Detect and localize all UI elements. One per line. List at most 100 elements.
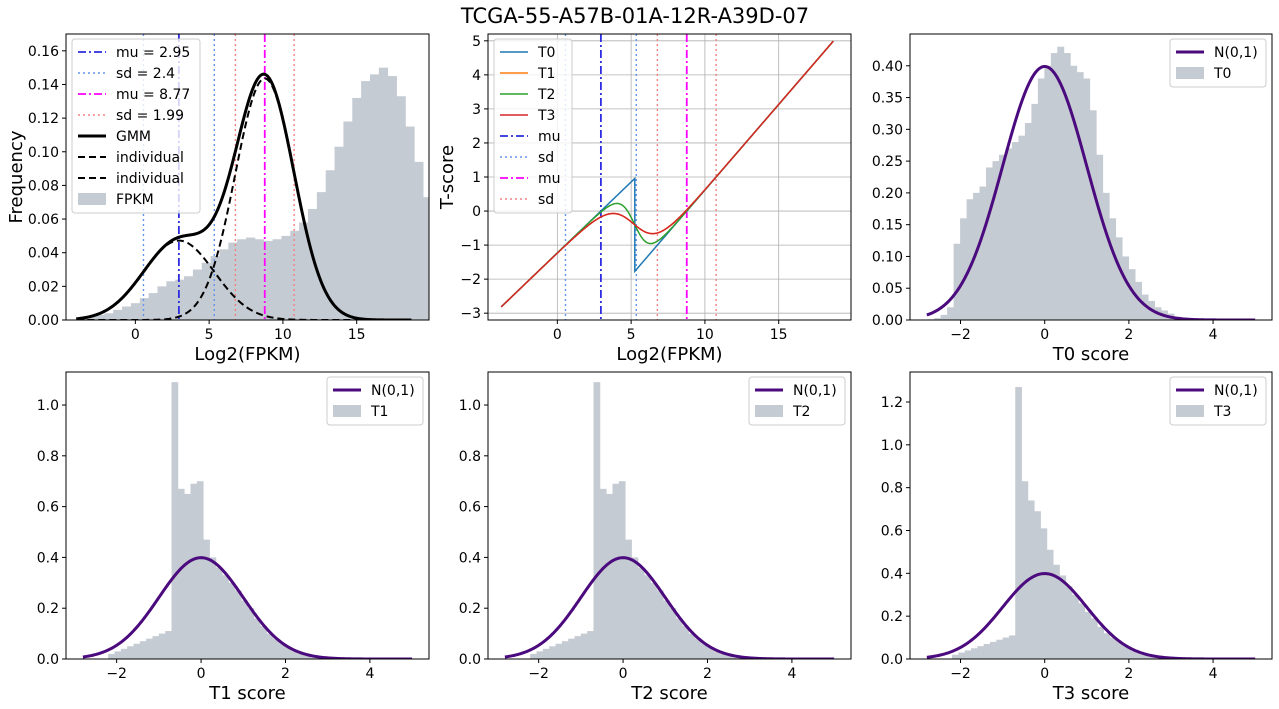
hist-bar xyxy=(656,590,664,659)
y-tick-label: 0.4 xyxy=(459,550,481,566)
x-tick-label: 0 xyxy=(131,327,140,343)
y-tick-label: −3 xyxy=(460,306,481,322)
x-tick-label: 2 xyxy=(1124,666,1133,682)
hist-bar xyxy=(707,647,715,659)
legend-label: T2 xyxy=(537,87,555,103)
hist-bar xyxy=(606,493,613,659)
legend: N(0,1) T0 xyxy=(1169,38,1267,88)
legend-label: T3 xyxy=(1213,404,1231,420)
hist-bar xyxy=(1089,110,1097,320)
legend-label: mu = 2.95 xyxy=(116,45,190,61)
hist-bar xyxy=(450,276,459,320)
y-tick-label: 1.0 xyxy=(37,398,59,414)
x-axis-label: T1 score xyxy=(208,683,286,704)
hist-bar xyxy=(561,641,569,659)
hist-bar xyxy=(966,199,974,320)
legend-label: mu = 8.77 xyxy=(116,87,190,103)
hist-bar xyxy=(1128,649,1136,659)
hist-bar xyxy=(1103,633,1111,659)
y-tick-label: 5 xyxy=(472,34,481,50)
y-tick-label: 0.0 xyxy=(881,652,903,668)
hist-bar xyxy=(1109,637,1117,659)
hist-bar xyxy=(953,243,961,320)
hist-bar xyxy=(1122,646,1130,659)
legend-label: sd xyxy=(538,150,554,166)
hist-bar xyxy=(542,648,550,659)
hist-bar xyxy=(1011,142,1019,320)
x-tick-label: 5 xyxy=(205,327,214,343)
hist-bar xyxy=(1083,78,1091,320)
y-tick-label: 0.05 xyxy=(872,281,903,297)
gmm-curve xyxy=(76,72,412,320)
x-tick-label: −2 xyxy=(528,666,549,682)
hist-bar xyxy=(1141,654,1149,659)
y-tick-label: 1.2 xyxy=(881,395,903,411)
axes-frame xyxy=(909,33,1273,321)
hist-bar xyxy=(209,557,217,659)
legend-label: N(0,1) xyxy=(793,383,837,399)
x-axis-label: T0 score xyxy=(1052,344,1130,365)
hist-bar xyxy=(549,646,556,659)
hist-bar xyxy=(281,235,291,320)
subplot-p6: −2 0 2 4 0.0 0.2 0.4 0.6 0.8 1.0 1.2 T3 score N(0,1)… xyxy=(881,371,1273,704)
hist-bar xyxy=(983,644,991,659)
x-tick-label: 4 xyxy=(1209,666,1218,682)
hist-bar xyxy=(644,575,651,659)
hist-bar xyxy=(285,647,293,659)
y-axis-label: Frequency xyxy=(6,130,27,223)
hist-bar xyxy=(989,641,997,659)
x-tick-label: 15 xyxy=(770,327,788,343)
legend-label: FPKM xyxy=(116,192,154,208)
legend-swatch xyxy=(78,193,106,205)
hist-bar xyxy=(1040,528,1048,659)
hist-bar xyxy=(298,653,305,659)
hist-bar xyxy=(940,314,948,320)
hist-bar xyxy=(290,230,300,320)
y-tick-label: 0.2 xyxy=(459,601,481,617)
hist-bar xyxy=(192,269,203,320)
hist-bar xyxy=(196,481,204,659)
hist-bar xyxy=(934,318,942,320)
x-tick-label: 2 xyxy=(703,666,712,682)
hist-bar xyxy=(122,306,132,320)
x-axis-label: Log2(FPKM) xyxy=(194,344,300,365)
subplot-p3: −2 0 2 4 0.00 0.05 0.10 0.15 0.20 0.25 0.30 0.35 0.4… xyxy=(872,33,1273,365)
hist-bar xyxy=(650,582,658,659)
legend-label: sd = 2.4 xyxy=(116,66,175,82)
y-tick-label: 0.00 xyxy=(28,313,59,329)
hist-bar xyxy=(979,186,987,320)
x-tick-label: 0 xyxy=(1040,327,1049,343)
hist-bar xyxy=(378,67,389,320)
y-tick-label: 0.6 xyxy=(881,523,903,539)
hist-bar xyxy=(152,636,160,659)
legend: N(0,1) T3 xyxy=(1169,376,1267,426)
y-tick-label: 0.10 xyxy=(28,145,59,161)
hist-bar xyxy=(215,567,223,659)
subplot-p5: −2 0 2 4 0.0 0.2 0.4 0.6 0.8 1.0 T2 score N(0,1) T2 xyxy=(459,371,852,704)
hist-bar xyxy=(952,654,959,659)
hist-bar xyxy=(304,655,312,659)
plot-area xyxy=(926,386,1256,659)
hist-bar xyxy=(308,208,318,320)
hist-bar xyxy=(958,652,966,659)
legend-label: N(0,1) xyxy=(371,383,415,399)
legend-label: individual xyxy=(116,150,184,166)
x-axis-label: T2 score xyxy=(630,683,708,704)
hist-bar xyxy=(1135,652,1142,659)
hist-bar xyxy=(618,481,626,659)
hist-bar xyxy=(1050,53,1058,320)
hist-bar xyxy=(1072,594,1079,659)
hist-bar xyxy=(441,256,450,320)
axes-frame xyxy=(909,371,1273,660)
figure-title: TCGA-55-A57B-01A-12R-A39D-07 xyxy=(460,4,809,28)
legend-label: GMM xyxy=(116,129,151,145)
hist-bar xyxy=(1122,256,1130,320)
hist-bar xyxy=(114,651,122,659)
hist-bar xyxy=(247,608,255,659)
hist-bar xyxy=(1044,65,1052,320)
hist-bar xyxy=(414,161,424,320)
hist-bar xyxy=(1031,103,1039,320)
y-tick-label: 0.2 xyxy=(881,609,903,625)
y-tick-label: 0.02 xyxy=(28,279,59,295)
x-tick-label: 2 xyxy=(281,666,290,682)
